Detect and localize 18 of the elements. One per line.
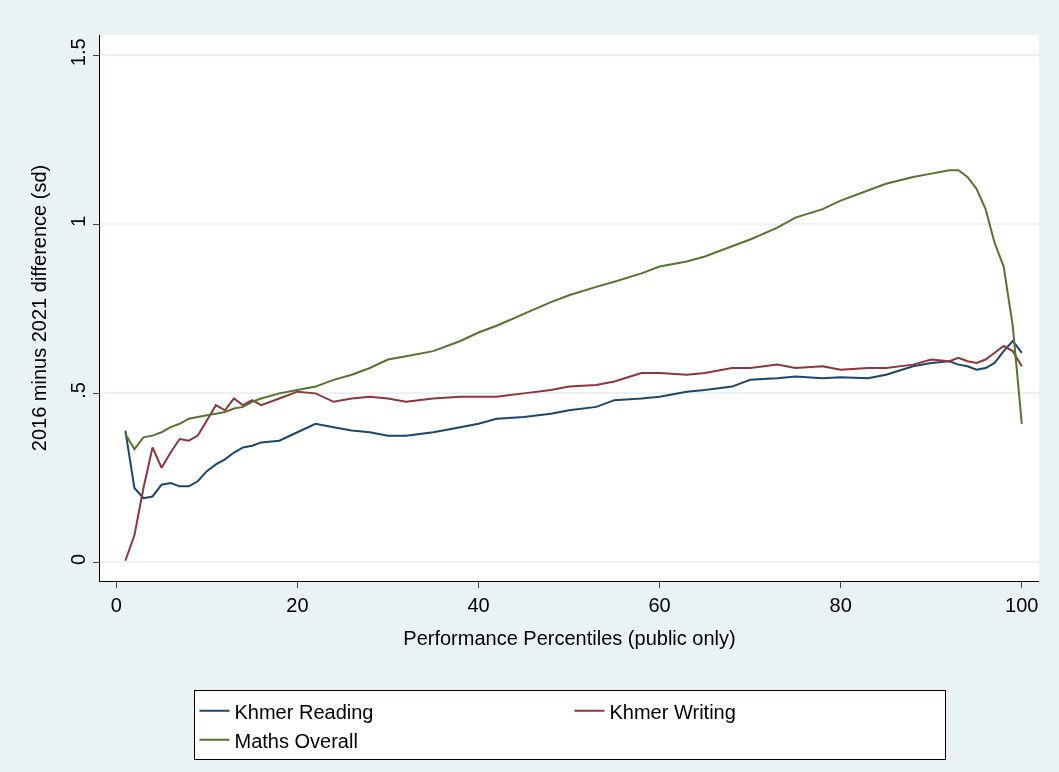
line-series	[124, 339, 1023, 500]
x-tick-label: 0	[110, 594, 122, 616]
x-axis-title: Performance Percentiles (public only)	[403, 626, 736, 649]
line-series	[124, 345, 1023, 562]
y-axis-title: 2016 minus 2021 difference (sd)	[27, 164, 50, 452]
legend-label: Khmer Reading	[234, 700, 374, 723]
y-tick-label: 1	[67, 215, 89, 227]
y-tick-label: .5	[67, 382, 89, 399]
x-tick-label: 100	[1005, 594, 1039, 616]
legend-label: Khmer Writing	[609, 700, 736, 723]
x-tick-label: 40	[467, 594, 490, 616]
x-tick-label: 60	[648, 594, 671, 616]
y-tick-label: 0	[67, 553, 89, 565]
y-tick-label: 1.5	[67, 38, 89, 67]
line-series	[124, 169, 1023, 451]
x-tick-label: 20	[286, 594, 309, 616]
x-tick-label: 80	[829, 594, 852, 616]
legend-label: Maths Overall	[234, 729, 358, 752]
